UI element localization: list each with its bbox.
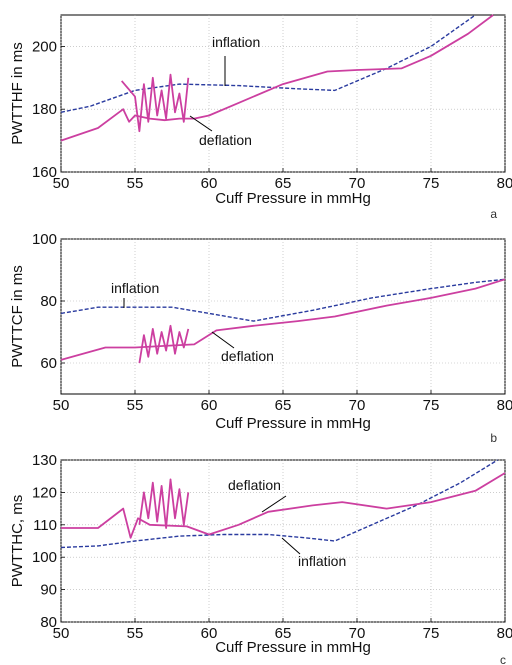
y-tick-label: 180 (32, 101, 57, 118)
x-tick-label: 60 (201, 175, 218, 192)
x-tick-label: 75 (423, 397, 440, 414)
annotation-inflation: inflation (111, 280, 159, 296)
chart-panel-c: 50 55 60 65 70 75 80 80 90 100 110 120 130 deflation i… (9, 452, 512, 665)
y-axis-label: PWTTHF in ms (9, 42, 26, 145)
x-tick-label: 50 (53, 175, 70, 192)
y-tick-label: 100 (32, 549, 57, 566)
x-tick-label: 70 (349, 625, 366, 642)
y-tick-label: 80 (40, 293, 57, 310)
inflation-line (60, 459, 498, 549)
noise-line (138, 478, 190, 529)
x-tick-label: 75 (423, 625, 440, 642)
annotation-deflation: deflation (228, 477, 281, 493)
x-tick-label: 50 (53, 625, 70, 642)
annotation-deflation: deflation (199, 132, 252, 148)
y-tick-label: 60 (40, 355, 57, 372)
x-tick-label: 80 (497, 625, 512, 642)
x-tick-label: 55 (127, 625, 144, 642)
inflation-line (60, 14, 476, 113)
deflation-line (60, 278, 506, 361)
noise-line (138, 324, 190, 364)
panel-letter: b (490, 431, 497, 445)
x-axis-label: Cuff Pressure in mmHg (215, 190, 371, 207)
annotation-pointer (281, 537, 301, 555)
x-tick-label: 65 (275, 397, 292, 414)
x-tick-label: 60 (201, 397, 218, 414)
annotation-pointer (261, 495, 287, 513)
annotation-inflation: inflation (298, 553, 346, 569)
panel-letter: c (500, 653, 506, 665)
deflation-line (61, 472, 506, 539)
y-tick-label: 100 (32, 231, 57, 248)
panel-letter: a (490, 207, 497, 221)
y-tick-label: 110 (33, 517, 57, 534)
x-tick-label: 50 (53, 397, 70, 414)
x-tick-label: 80 (497, 175, 512, 192)
x-tick-label: 80 (497, 397, 512, 414)
annotation-pointer (211, 331, 235, 349)
x-tick-label: 55 (127, 397, 144, 414)
annotation-pointer (189, 115, 213, 132)
x-tick-label: 60 (201, 625, 218, 642)
x-tick-label: 75 (423, 175, 440, 192)
y-tick-label: 130 (32, 452, 57, 469)
y-tick-label: 80 (40, 614, 57, 631)
x-tick-label: 70 (349, 175, 366, 192)
y-tick-label: 120 (32, 484, 57, 501)
y-tick-label: 160 (32, 164, 57, 181)
y-axis-label: PWTTHC, ms (9, 495, 26, 587)
deflation-line (60, 14, 494, 142)
annotation-inflation: inflation (212, 34, 260, 50)
x-tick-label: 70 (349, 397, 366, 414)
noise-line (121, 73, 190, 133)
y-axis-label: PWTTCF in ms (9, 265, 26, 368)
y-tick-label: 90 (40, 582, 57, 599)
chart-panel-a: 50 55 60 65 70 75 80 160 180 200 inflation deflatio… (9, 14, 512, 221)
inflation-line (60, 278, 506, 322)
annotation-deflation: deflation (221, 348, 274, 364)
plot-frame (60, 238, 506, 395)
x-axis-label: Cuff Pressure in mmHg (215, 639, 371, 656)
x-tick-label: 65 (275, 175, 292, 192)
x-tick-label: 55 (127, 175, 144, 192)
x-tick-label: 65 (275, 625, 292, 642)
x-axis-label: Cuff Pressure in mmHg (215, 415, 371, 432)
y-tick-label: 200 (32, 38, 57, 55)
chart-panel-b: 50 55 60 65 70 75 80 60 80 100 inflation deflation C… (9, 231, 512, 445)
